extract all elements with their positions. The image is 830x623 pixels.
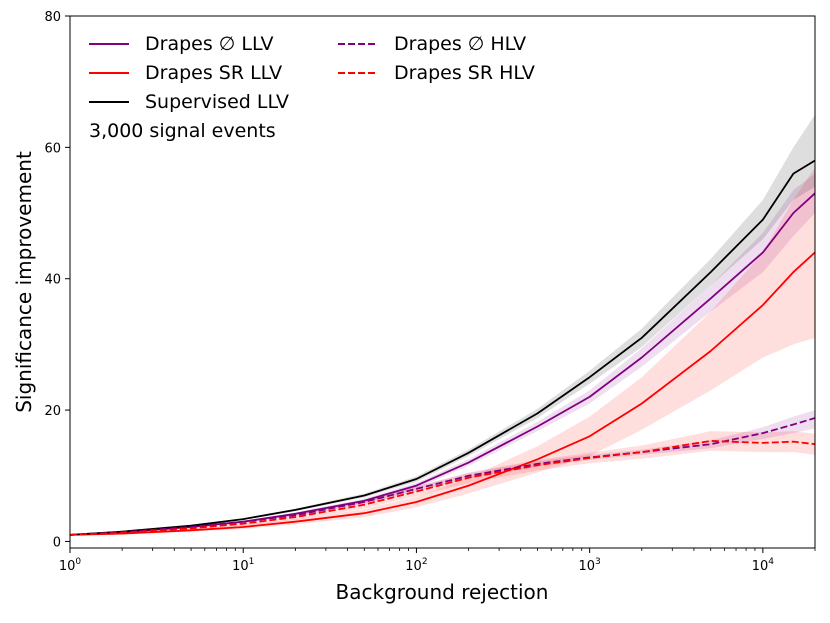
band-series-2 <box>70 114 815 535</box>
legend: Drapes ∅ LLV Drapes SR LLV Supervised LL… <box>89 33 535 142</box>
legend-label-drapes-sr-llv: Drapes SR LLV <box>145 62 282 84</box>
series-lines <box>69 159 816 536</box>
y-tick-label-1: 20 <box>44 404 61 419</box>
y-axis-ticks: 0 20 40 60 80 <box>44 10 70 550</box>
legend-label-drapes-empty-llv: Drapes ∅ LLV <box>145 33 273 55</box>
y-tick-label-2: 40 <box>44 273 61 288</box>
line-series-1 <box>69 251 816 536</box>
y-axis-label: Significance improvement <box>12 151 36 413</box>
y-tick-label-4: 80 <box>44 10 61 25</box>
line-series-4 <box>69 439 816 536</box>
plot-frame <box>69 15 816 549</box>
legend-annotation: 3,000 signal events <box>89 120 276 142</box>
x-axis-label: Background rejection <box>336 580 549 604</box>
line-series-3 <box>69 417 816 536</box>
legend-label-drapes-empty-hlv: Drapes ∅ HLV <box>394 33 526 55</box>
confidence-bands <box>70 114 815 536</box>
y-tick-label-0: 0 <box>53 535 61 550</box>
line-series-0 <box>69 192 816 536</box>
band-series-4 <box>70 431 815 536</box>
line-series-2 <box>69 159 816 536</box>
y-tick-label-3: 60 <box>44 141 61 156</box>
legend-label-supervised-llv: Supervised LLV <box>145 91 289 113</box>
legend-label-drapes-sr-hlv: Drapes SR HLV <box>394 62 535 84</box>
